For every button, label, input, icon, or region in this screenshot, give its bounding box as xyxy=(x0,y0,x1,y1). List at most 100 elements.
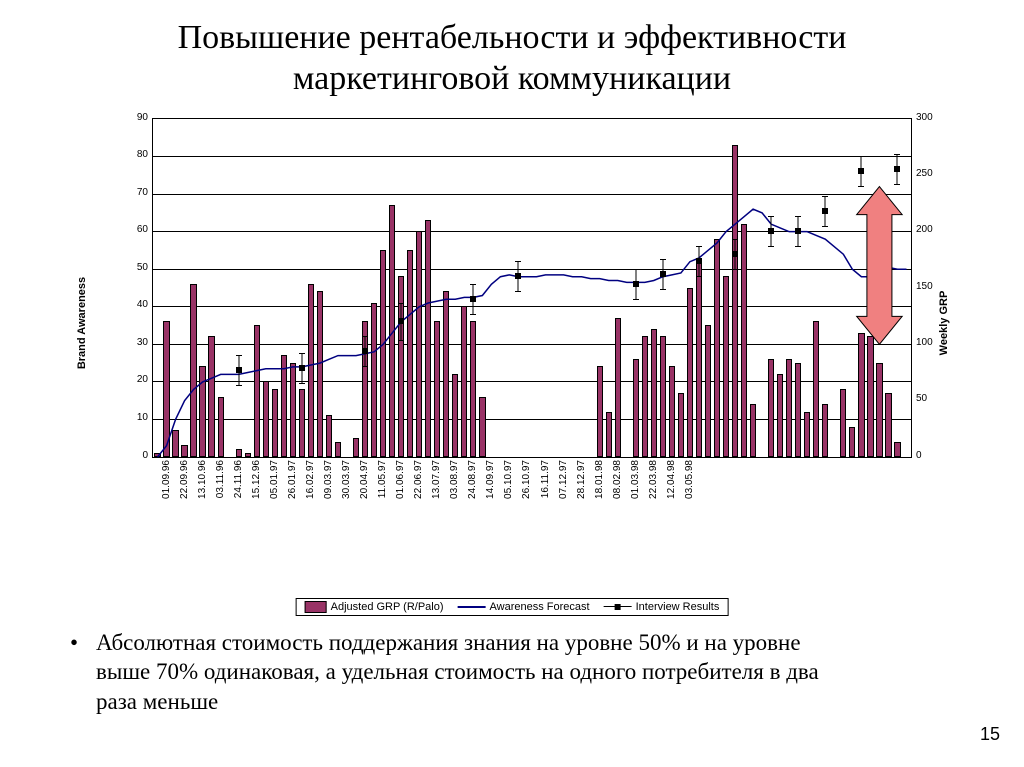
x-tick: 01.03.98 xyxy=(630,460,641,516)
x-tick: 03.05.98 xyxy=(684,460,695,516)
scatter-marker xyxy=(894,166,900,172)
scatter-marker xyxy=(696,258,702,264)
y-left-tick: 10 xyxy=(118,412,148,423)
scatter-marker xyxy=(470,296,476,302)
chart-container: Brand Awareness Weekly GRP Adjusted GRP … xyxy=(72,108,952,538)
y-left-tick: 80 xyxy=(118,149,148,160)
x-tick: 30.03.97 xyxy=(341,460,352,516)
error-bar-cap xyxy=(858,186,864,187)
scatter-marker xyxy=(768,228,774,234)
overlay-svg xyxy=(153,119,911,457)
error-bar-cap xyxy=(795,216,801,217)
scatter-marker xyxy=(299,365,305,371)
scatter-marker xyxy=(633,281,639,287)
y-left-tick: 90 xyxy=(118,112,148,123)
x-tick: 26.01.97 xyxy=(287,460,298,516)
x-tick: 09.03.97 xyxy=(323,460,334,516)
y-left-tick: 0 xyxy=(118,450,148,461)
error-bar-cap xyxy=(299,353,305,354)
y-right-tick: 50 xyxy=(916,393,946,404)
legend-item-bar: Adjusted GRP (R/Palo) xyxy=(305,601,444,613)
error-bar-cap xyxy=(696,246,702,247)
y-right-tick: 250 xyxy=(916,168,946,179)
scatter-marker xyxy=(858,168,864,174)
error-bar-cap xyxy=(768,246,774,247)
error-bar-cap xyxy=(822,196,828,197)
error-bar-cap xyxy=(362,336,368,337)
error-bar-cap xyxy=(470,284,476,285)
x-tick: 24.11.96 xyxy=(233,460,244,516)
x-tick: 13.10.96 xyxy=(197,460,208,516)
legend-label-bar: Adjusted GRP (R/Palo) xyxy=(331,601,444,613)
error-bar-cap xyxy=(398,303,404,304)
slide-title: Повышение рентабельности и эффективности… xyxy=(0,0,1024,108)
error-bar-cap xyxy=(660,259,666,260)
y-axis-left-label: Brand Awareness xyxy=(76,273,88,373)
error-bar-cap xyxy=(732,269,738,270)
x-tick: 01.06.97 xyxy=(395,460,406,516)
x-tick: 28.12.97 xyxy=(576,460,587,516)
error-bar-cap xyxy=(633,299,639,300)
x-tick: 07.12.97 xyxy=(558,460,569,516)
error-bar-cap xyxy=(660,289,666,290)
y-left-tick: 40 xyxy=(118,299,148,310)
x-tick: 11.05.97 xyxy=(377,460,388,516)
plot-area xyxy=(152,118,912,458)
error-bar-cap xyxy=(858,156,864,157)
x-tick: 22.03.98 xyxy=(648,460,659,516)
scatter-marker xyxy=(795,228,801,234)
x-tick: 16.02.97 xyxy=(305,460,316,516)
y-right-tick: 100 xyxy=(916,337,946,348)
y-right-tick: 200 xyxy=(916,224,946,235)
legend-item-line: Awareness Forecast xyxy=(458,601,590,613)
x-tick: 08.02.98 xyxy=(612,460,623,516)
legend-label-line: Awareness Forecast xyxy=(490,601,590,613)
page-number: 15 xyxy=(980,724,1000,745)
double-arrow-annotation xyxy=(857,186,902,344)
error-bar-cap xyxy=(299,383,305,384)
x-tick: 22.06.97 xyxy=(413,460,424,516)
scatter-marker xyxy=(362,348,368,354)
scatter-marker xyxy=(515,273,521,279)
y-left-tick: 60 xyxy=(118,224,148,235)
title-line-2: маркетинговой коммуникации xyxy=(293,60,731,97)
forecast-line xyxy=(158,209,907,457)
legend-swatch-scatter xyxy=(604,602,632,612)
error-bar-cap xyxy=(236,385,242,386)
y-left-tick: 70 xyxy=(118,187,148,198)
x-tick: 18.01.98 xyxy=(594,460,605,516)
scatter-marker xyxy=(822,208,828,214)
error-bar-cap xyxy=(362,366,368,367)
x-tick: 15.12.96 xyxy=(251,460,262,516)
x-tick: 05.10.97 xyxy=(503,460,514,516)
x-tick: 12.04.98 xyxy=(666,460,677,516)
bullet-text: Абсолютная стоимость поддержания знания … xyxy=(96,628,836,718)
y-left-tick: 50 xyxy=(118,262,148,273)
error-bar-cap xyxy=(822,226,828,227)
x-tick: 01.09.96 xyxy=(161,460,172,516)
bullet-marker: • xyxy=(70,628,96,658)
bullet-list: •Абсолютная стоимость поддержания знания… xyxy=(70,628,850,718)
legend-item-scatter: Interview Results xyxy=(604,601,720,613)
error-bar-cap xyxy=(768,216,774,217)
legend-swatch-bar xyxy=(305,601,327,613)
x-tick: 03.11.96 xyxy=(215,460,226,516)
scatter-marker xyxy=(236,367,242,373)
error-bar-cap xyxy=(515,261,521,262)
x-tick: 13.07.97 xyxy=(431,460,442,516)
y-left-tick: 30 xyxy=(118,337,148,348)
legend: Adjusted GRP (R/Palo) Awareness Forecast… xyxy=(296,598,729,616)
y-right-tick: 300 xyxy=(916,112,946,123)
error-bar-cap xyxy=(795,246,801,247)
y-left-tick: 20 xyxy=(118,374,148,385)
scatter-marker xyxy=(732,251,738,257)
error-bar-cap xyxy=(633,269,639,270)
error-bar-cap xyxy=(894,154,900,155)
scatter-marker xyxy=(660,271,666,277)
title-line-1: Повышение рентабельности и эффективности xyxy=(178,19,847,56)
x-tick: 16.11.97 xyxy=(540,460,551,516)
error-bar-cap xyxy=(398,340,404,341)
error-bar-cap xyxy=(470,314,476,315)
x-tick: 14.09.97 xyxy=(485,460,496,516)
error-bar-cap xyxy=(696,276,702,277)
